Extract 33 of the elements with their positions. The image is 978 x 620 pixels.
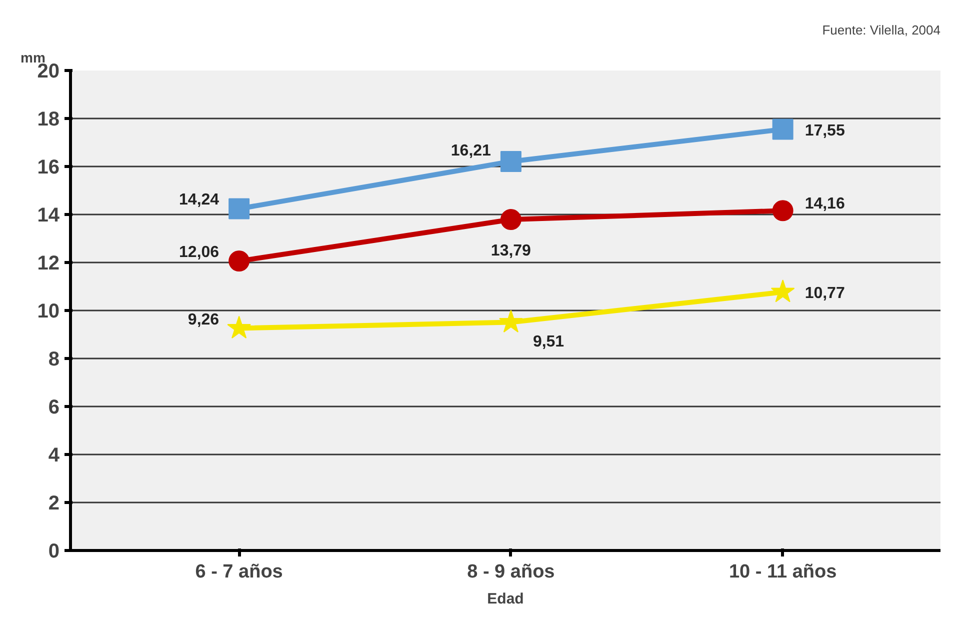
point: [770, 280, 795, 302]
point: [772, 200, 794, 222]
data-label: 17,55: [804, 122, 845, 140]
point: [500, 209, 522, 230]
data-label: 14,16: [804, 196, 845, 213]
point: [772, 118, 794, 140]
y-tick-label: 8: [48, 348, 60, 370]
y-tick-label: 4: [48, 444, 60, 466]
point: [228, 198, 250, 220]
point: [227, 316, 251, 338]
data-label: 16,21: [450, 142, 492, 160]
y-tick-label: 2: [48, 492, 60, 514]
y-tick-label: 12: [37, 252, 60, 274]
x-axis-title: Edad: [487, 590, 524, 608]
x-tick-label: 10 - 11 años: [728, 562, 837, 582]
x-tick-label: 8 - 9 años: [467, 562, 555, 582]
y-tick-label: 16: [37, 156, 60, 178]
point: [228, 250, 250, 272]
source-note: Fuente: Vilella, 2004: [822, 22, 941, 38]
y-tick-label: 18: [37, 108, 60, 130]
data-label: 9,26: [188, 311, 220, 328]
y-tick-label: 10: [37, 300, 60, 322]
point: [500, 150, 522, 172]
y-tick-label: 0: [48, 540, 60, 562]
data-label: 12,06: [179, 244, 220, 262]
data-label: 9,51: [532, 333, 564, 350]
y-tick-label: 6: [48, 396, 60, 418]
data-label: 14,24: [179, 192, 220, 209]
y-tick-label: 14: [37, 204, 60, 226]
data-label: 10,77: [804, 285, 845, 302]
data-label: 13,79: [490, 242, 532, 260]
x-tick-label: 6 - 7 años: [195, 562, 283, 582]
point: [499, 310, 523, 332]
